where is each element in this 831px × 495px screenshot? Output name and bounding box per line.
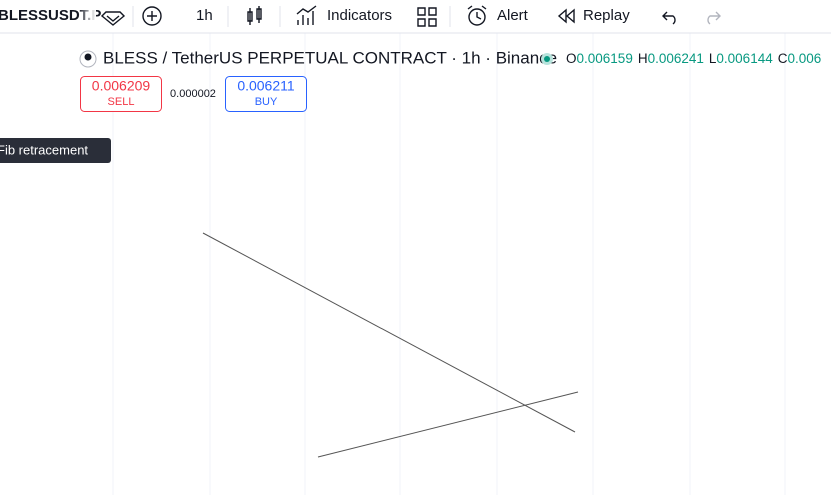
legend-ohlc: O0.006159 H0.006241 L0.006144 C0.006 [566,51,821,66]
trend-lines [202,232,579,458]
spread: 0.000002 [170,88,216,100]
l-label: L [709,51,717,66]
c-value: 0.006 [787,51,821,66]
tooltip-text: Fib retracement [0,142,88,157]
o-value: 0.006159 [577,51,633,66]
symbol[interactable]: BLESSUSDT.P [0,7,101,24]
interval[interactable]: 1h [196,7,213,24]
undo-icon[interactable] [662,11,676,25]
sell-price: 0.006209 [92,78,151,94]
replay-icon[interactable] [557,8,575,24]
toolbar [0,0,831,33]
buy-label: BUY [255,96,278,108]
layout-icon[interactable] [417,7,437,27]
status-dot [544,56,550,62]
tooltip [0,138,111,163]
plus [147,11,157,21]
trend-line [202,232,576,433]
replay[interactable]: Replay [583,7,630,24]
redo-icon[interactable] [707,11,721,25]
alert[interactable]: Alert [497,7,529,24]
h-value: 0.006241 [648,51,704,66]
diamond-icon[interactable] [100,11,126,26]
alarm-hands [467,5,487,20]
legend-icon-dot [84,53,92,61]
compare-icon[interactable] [142,6,162,26]
chart-type-icon[interactable] [247,6,262,25]
sell-button[interactable] [80,76,162,112]
sell-label: SELL [108,96,135,108]
alert-icon[interactable] [468,8,486,26]
trend-line [317,391,579,458]
c-label: C [778,51,788,66]
indicators-icon[interactable] [296,5,317,25]
buy-button[interactable] [225,76,307,112]
o-label: O [566,51,577,66]
symbol-fade [78,2,96,30]
buy-price: 0.006211 [237,78,295,94]
h-label: H [638,51,648,66]
indicators[interactable]: Indicators [327,7,392,24]
legend-title: BLESS / TetherUS PERPETUAL CONTRACT · 1h… [103,48,557,67]
l-value: 0.006144 [716,51,773,66]
